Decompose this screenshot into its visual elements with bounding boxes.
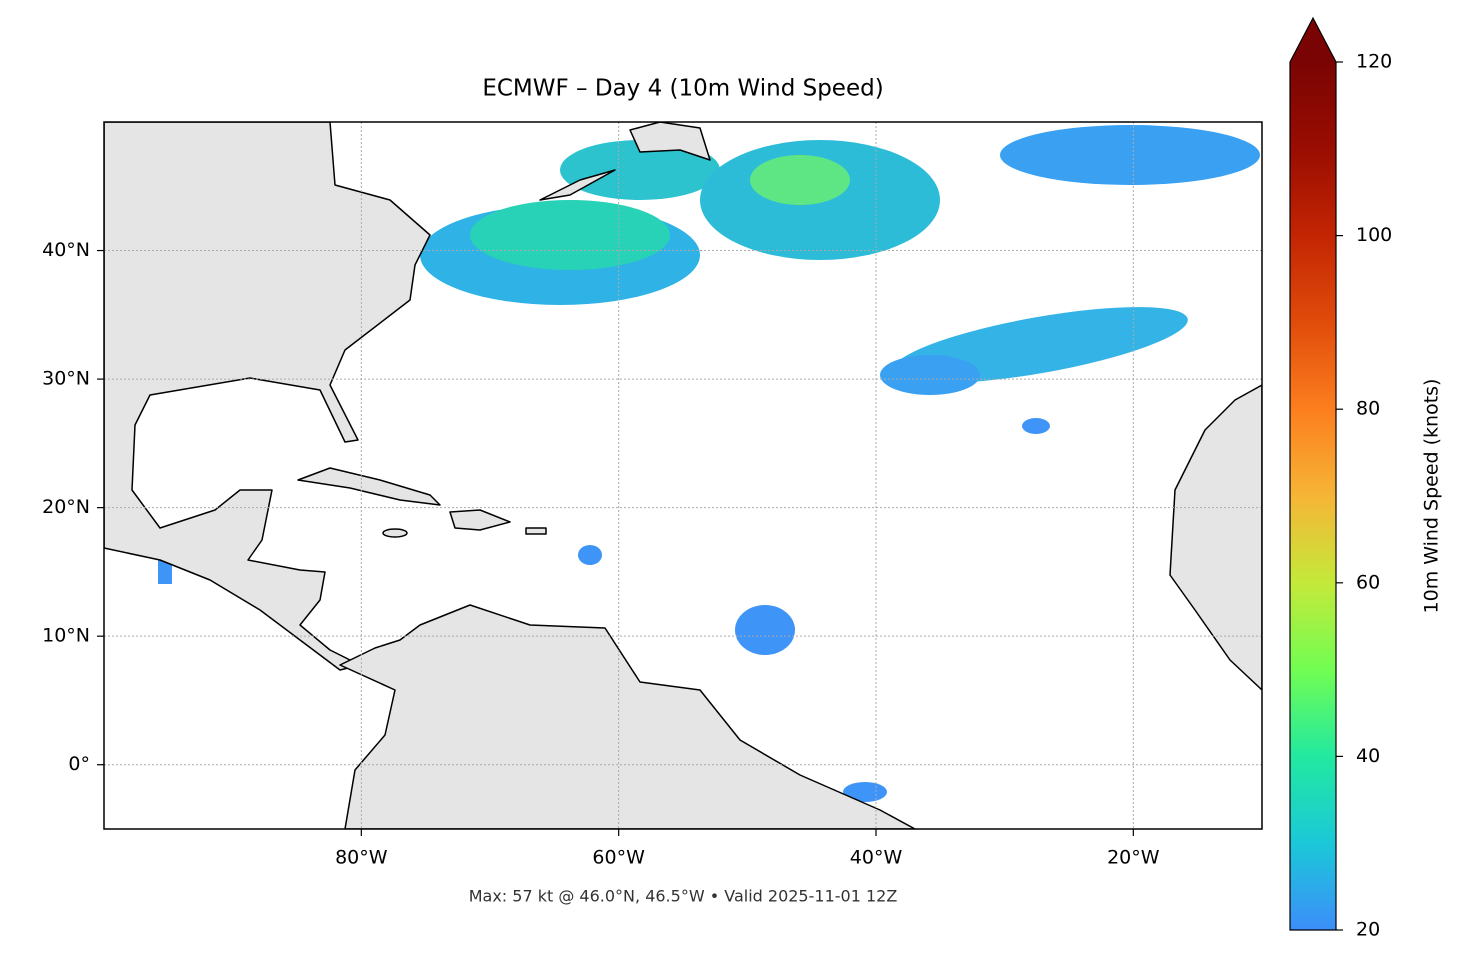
title: ECMWF – Day 4 (10m Wind Speed)	[482, 76, 883, 102]
jamaica	[382, 528, 408, 538]
wind-swath	[735, 605, 795, 655]
colorbar-tick-label: 80	[1356, 398, 1380, 420]
cuba	[297, 467, 441, 506]
colorbar-tick-label: 60	[1356, 571, 1380, 593]
colorbar-tick-label: 120	[1356, 51, 1392, 73]
wind-swath	[560, 140, 720, 200]
wind-swath	[880, 355, 980, 395]
grid	[104, 122, 1262, 829]
colorbar-extend	[1290, 18, 1336, 62]
colorbar-label: 10m Wind Speed (knots)	[1421, 379, 1443, 614]
map-frame	[103, 121, 1263, 830]
x-tick-label: 60°W	[592, 847, 645, 869]
wind-swath	[158, 560, 172, 584]
colorbar-tick-label: 20	[1356, 919, 1380, 941]
y-tick-label: 40°N	[42, 239, 90, 261]
y-tick-label: 20°N	[42, 496, 90, 518]
x-tick-label: 40°W	[850, 847, 903, 869]
y-tick-label: 10°N	[42, 625, 90, 647]
y-tick-label: 0°	[68, 753, 90, 775]
land	[104, 122, 1262, 829]
map	[104, 122, 1262, 829]
x-tick-label: 20°W	[1107, 847, 1160, 869]
colorbar-tick-label: 40	[1356, 745, 1380, 767]
colorbar-tick-label: 100	[1356, 224, 1392, 246]
nova-scotia	[539, 169, 616, 201]
africa	[1169, 384, 1262, 691]
hispaniola	[449, 509, 511, 531]
wind-swaths	[158, 125, 1260, 802]
y-tick-label: 30°N	[42, 368, 90, 390]
colorbar	[1290, 62, 1336, 930]
wind-swath	[750, 155, 850, 205]
puerto-rico	[525, 527, 547, 535]
wind-swath	[1000, 125, 1260, 185]
wind-swath	[578, 545, 602, 565]
north-america	[104, 122, 431, 671]
caption: Max: 57 kt @ 46.0°N, 46.5°W • Valid 2025…	[469, 887, 898, 906]
wind-swath	[1022, 418, 1050, 434]
x-tick-label: 80°W	[335, 847, 388, 869]
newfoundland	[629, 122, 711, 161]
south-america	[339, 604, 916, 829]
wind-swath	[470, 200, 670, 270]
colorbar-frame	[1289, 16, 1337, 931]
